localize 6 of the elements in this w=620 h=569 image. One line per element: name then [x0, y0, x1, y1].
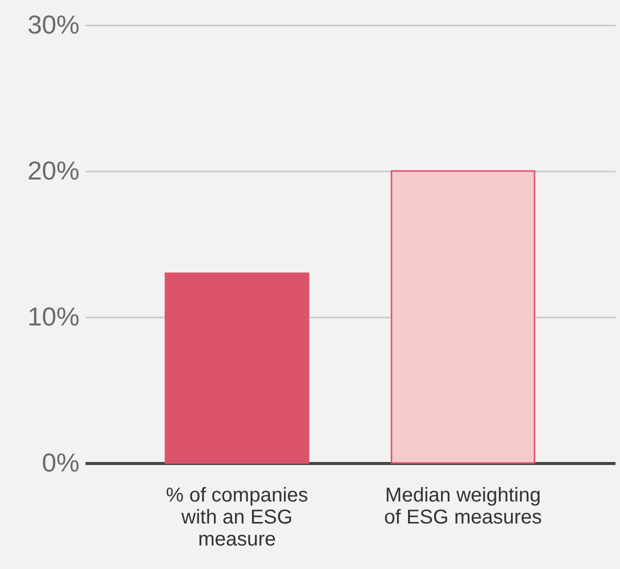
y-tick-label: 20% — [27, 156, 80, 186]
y-tick-label: 10% — [27, 302, 80, 332]
x-tick-label: Median weighting of ESG measures — [384, 484, 542, 528]
y-tick-label: 0% — [42, 448, 80, 478]
x-tick-label: % of companies with an ESG measure — [166, 484, 308, 550]
y-tick-label: 30% — [27, 10, 80, 40]
